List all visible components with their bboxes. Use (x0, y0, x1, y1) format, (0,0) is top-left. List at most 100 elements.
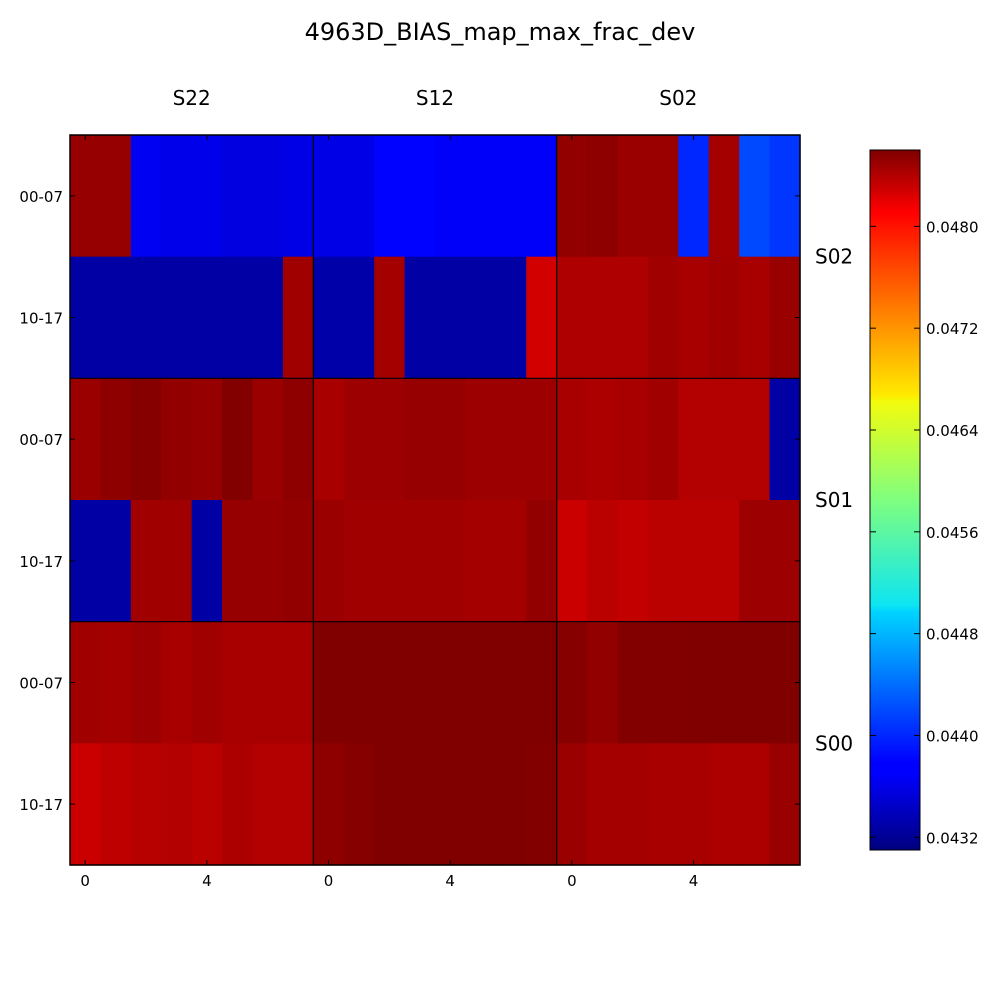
heatmap-cell (161, 621, 193, 744)
heatmap-cell (587, 135, 619, 258)
heatmap-cell (617, 135, 649, 258)
heatmap-cell (465, 135, 497, 258)
colorbar-tick-label: 0.0472 (926, 320, 979, 338)
heatmap-cell (313, 500, 345, 623)
heatmap-cell (708, 256, 740, 379)
heatmap-cell (465, 743, 497, 866)
heatmap-cell (222, 135, 254, 258)
heatmap-cell (191, 135, 223, 258)
heatmap-cell (556, 378, 588, 501)
colorbar-tick-label: 0.0448 (926, 626, 979, 644)
heatmap-cell (435, 135, 467, 258)
heatmap-cells (70, 135, 801, 866)
heatmap-cell (222, 500, 254, 623)
x-tick-label: 0 (80, 872, 90, 890)
heatmap-cell (587, 256, 619, 379)
heatmap-cell (252, 500, 284, 623)
heatmap-cell (282, 378, 314, 501)
heatmap-cell (191, 743, 223, 866)
heatmap-cell (708, 378, 740, 501)
heatmap-cell (252, 135, 284, 258)
heatmap-cell (343, 256, 375, 379)
heatmap-cell (130, 621, 162, 744)
heatmap-cell (100, 743, 132, 866)
heatmap-cell (130, 135, 162, 258)
heatmap-cell (435, 743, 467, 866)
heatmap-cell (282, 135, 314, 258)
heatmap-cell (343, 135, 375, 258)
heatmap-cell (404, 378, 436, 501)
heatmap-cell (100, 378, 132, 501)
heatmap-cell (374, 500, 406, 623)
heatmap-cell (282, 256, 314, 379)
heatmap-cell (343, 500, 375, 623)
heatmap-cell (465, 500, 497, 623)
heatmap-cell (343, 743, 375, 866)
colorbar-tick-label: 0.0440 (926, 727, 979, 745)
heatmap-cell (495, 256, 527, 379)
heatmap-cell (343, 621, 375, 744)
heatmap-cell (70, 135, 102, 258)
plot-frame (69, 134, 801, 866)
column-group-label: S02 (659, 86, 697, 110)
heatmap-cell (739, 500, 771, 623)
y-tick-label: 00-07 (19, 188, 63, 206)
heatmap-cell (739, 256, 771, 379)
heatmap-cell (100, 256, 132, 379)
heatmap-cell (100, 621, 132, 744)
heatmap-cell (647, 256, 679, 379)
heatmap-cell (161, 135, 193, 258)
heatmap-cell (647, 378, 679, 501)
heatmap-cell (617, 621, 649, 744)
heatmap-cell (739, 135, 771, 258)
heatmap-cell (708, 621, 740, 744)
heatmap-cell (70, 500, 102, 623)
heatmap-cell (161, 500, 193, 623)
heatmap-cell (374, 135, 406, 258)
heatmap-cell (191, 378, 223, 501)
heatmap-cell (526, 743, 558, 866)
heatmap-cell (708, 500, 740, 623)
heatmap-cell (130, 500, 162, 623)
heatmap-cell (191, 256, 223, 379)
heatmap-cell (130, 256, 162, 379)
block-borders (69, 134, 801, 866)
heatmap-cell (374, 621, 406, 744)
heatmap-cell (222, 256, 254, 379)
heatmap-cell (222, 621, 254, 744)
heatmap-cell (739, 743, 771, 866)
heatmap-cell (526, 621, 558, 744)
heatmap-cell (556, 500, 588, 623)
heatmap-cell (495, 621, 527, 744)
heatmap-cell (708, 743, 740, 866)
heatmap-cell (374, 256, 406, 379)
heatmap-cell (70, 621, 102, 744)
heatmap-cell (556, 256, 588, 379)
heatmap-cell (708, 135, 740, 258)
heatmap-cell (404, 135, 436, 258)
x-axis-ticks: 0 4 0 4 0 4 (80, 135, 698, 890)
heatmap-cell (617, 743, 649, 866)
heatmap-cell (647, 743, 679, 866)
heatmap-cell (678, 256, 710, 379)
y-tick-label: 00-07 (19, 431, 63, 449)
heatmap-cell (252, 256, 284, 379)
column-group-labels: S22 S12 S02 (173, 86, 698, 110)
colorbar-ticks: 0.0480 0.0472 0.0464 0.0456 0.0448 0.0440 0.04… (870, 218, 979, 847)
heatmap-cell (374, 378, 406, 501)
heatmap-cell (70, 378, 102, 501)
heatmap-cell (617, 256, 649, 379)
heatmap-cell (526, 500, 558, 623)
heatmap-cell (435, 378, 467, 501)
heatmap-cell (282, 621, 314, 744)
row-group-label: S02 (815, 245, 853, 269)
heatmap-cell (435, 256, 467, 379)
heatmap-cell (739, 378, 771, 501)
heatmap-cell (282, 743, 314, 866)
heatmap-cell (70, 743, 102, 866)
heatmap-cell (282, 500, 314, 623)
colorbar-tick-label: 0.0456 (926, 524, 979, 542)
heatmap-cell (313, 743, 345, 866)
heatmap-cell (587, 500, 619, 623)
